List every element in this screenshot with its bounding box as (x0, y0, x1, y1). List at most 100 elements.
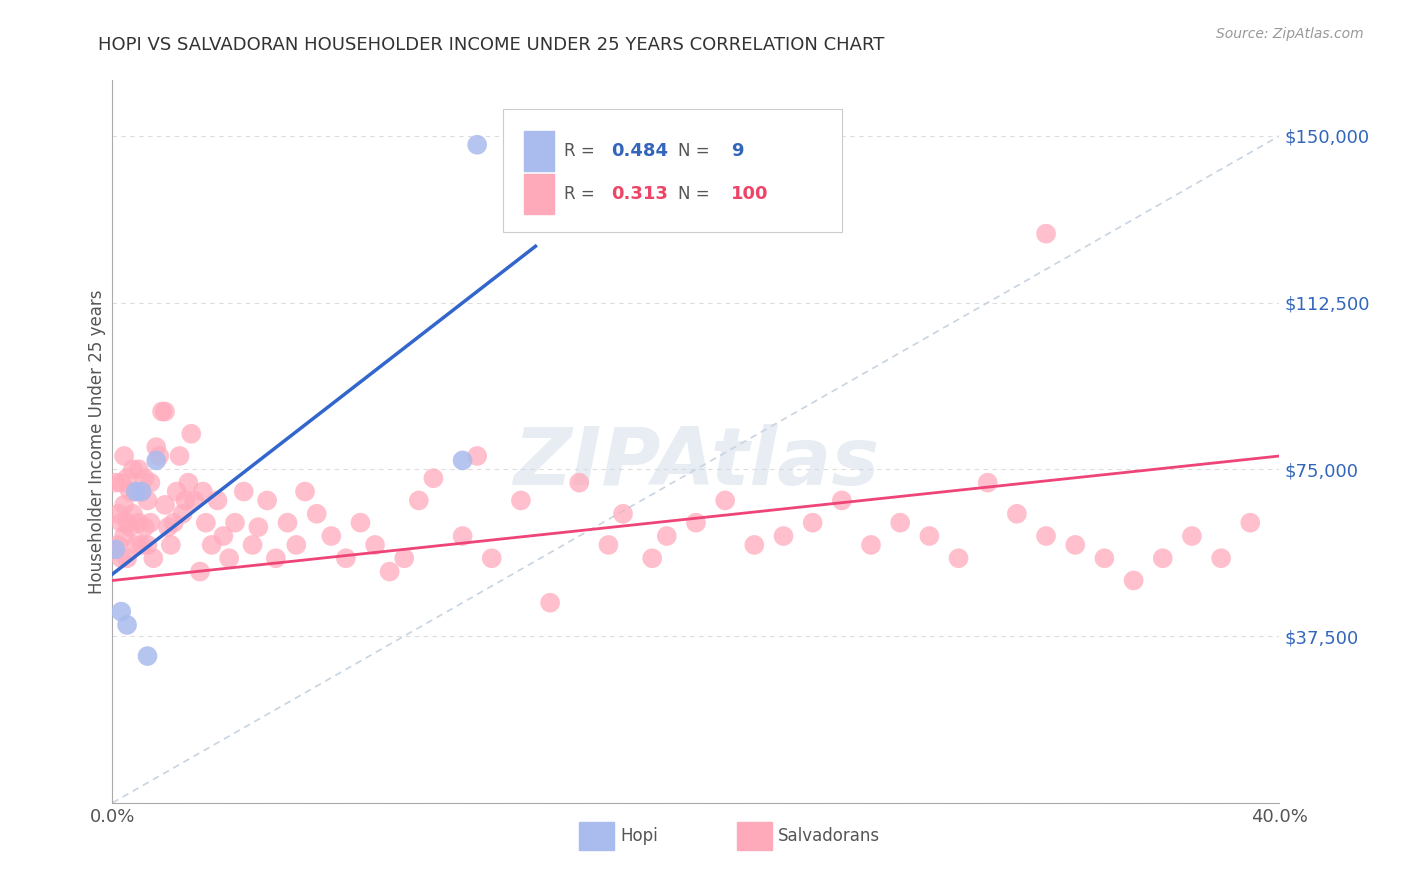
Point (276, 516, 298, 530)
Point (110, 516, 132, 530)
Point (976, 475, 998, 490)
Point (145, 440, 167, 454)
Point (714, 493, 737, 508)
Point (509, 493, 531, 508)
Point (160, 538, 183, 552)
Point (465, 137, 488, 152)
Point (194, 516, 217, 530)
Point (122, 507, 145, 521)
Point (465, 449, 488, 463)
Point (153, 498, 176, 512)
Point (131, 484, 153, 499)
Point (188, 565, 211, 579)
Point (860, 538, 883, 552)
Point (641, 551, 664, 566)
Point (1209, 551, 1232, 566)
Point (948, 551, 970, 566)
Point (451, 529, 474, 543)
Point (139, 516, 162, 530)
Point (1152, 551, 1174, 566)
Point (568, 475, 591, 490)
Point (128, 516, 150, 530)
Point (107, 507, 129, 521)
Point (136, 649, 159, 664)
Point (110, 551, 132, 566)
Point (1122, 574, 1144, 588)
Point (191, 484, 214, 499)
Point (889, 516, 911, 530)
Text: ZIPAtlas: ZIPAtlas (513, 425, 879, 502)
Point (335, 551, 357, 566)
Text: R =: R = (564, 142, 600, 160)
Point (918, 529, 941, 543)
Point (321, 529, 343, 543)
Bar (737, 822, 772, 850)
Point (212, 529, 235, 543)
Point (201, 538, 224, 552)
Text: R =: R = (564, 186, 600, 203)
Point (153, 404, 176, 418)
Point (1181, 529, 1204, 543)
Point (166, 484, 188, 499)
Point (1035, 529, 1057, 543)
Point (247, 520, 270, 534)
Point (1064, 538, 1087, 552)
Point (115, 618, 138, 632)
Bar (524, 174, 554, 214)
Text: HOPI VS SALVADORAN HOUSEHOLDER INCOME UNDER 25 YEARS CORRELATION CHART: HOPI VS SALVADORAN HOUSEHOLDER INCOME UN… (98, 36, 884, 54)
Point (122, 462, 145, 476)
Point (104, 475, 127, 490)
Point (742, 538, 765, 552)
Point (131, 538, 153, 552)
Point (156, 520, 179, 534)
Bar (524, 131, 554, 170)
Point (1239, 516, 1261, 530)
Point (612, 507, 634, 521)
Point (134, 520, 156, 534)
Point (139, 475, 162, 490)
Point (142, 551, 165, 566)
Point (110, 605, 132, 619)
Point (294, 484, 316, 499)
Point (207, 493, 229, 508)
Point (104, 542, 127, 557)
Point (174, 493, 197, 508)
Point (112, 498, 135, 512)
Text: Hopi: Hopi (620, 827, 658, 845)
Point (104, 542, 127, 557)
Point (394, 551, 416, 566)
Point (183, 493, 205, 508)
Point (772, 529, 794, 543)
Point (364, 538, 387, 552)
Point (685, 516, 707, 530)
Point (172, 507, 194, 521)
Point (118, 520, 141, 534)
Point (451, 453, 474, 467)
Text: N =: N = (679, 142, 710, 160)
Point (598, 538, 620, 552)
Y-axis label: Householder Income Under 25 years: Householder Income Under 25 years (87, 289, 105, 594)
Point (112, 449, 135, 463)
Point (125, 484, 148, 499)
Text: Source: ZipAtlas.com: Source: ZipAtlas.com (1216, 27, 1364, 41)
Point (145, 453, 167, 467)
Point (128, 462, 150, 476)
Point (180, 426, 202, 441)
Point (150, 404, 173, 418)
Point (831, 493, 853, 508)
Point (408, 493, 430, 508)
Point (148, 449, 170, 463)
Point (378, 565, 401, 579)
Point (136, 493, 159, 508)
Point (285, 538, 308, 552)
Point (242, 538, 264, 552)
Point (134, 471, 156, 485)
Point (218, 551, 240, 566)
Point (163, 516, 186, 530)
Point (115, 471, 138, 485)
Text: Salvadorans: Salvadorans (778, 827, 880, 845)
Point (131, 484, 153, 499)
Point (107, 538, 129, 552)
Point (232, 484, 254, 499)
Text: N =: N = (679, 186, 710, 203)
